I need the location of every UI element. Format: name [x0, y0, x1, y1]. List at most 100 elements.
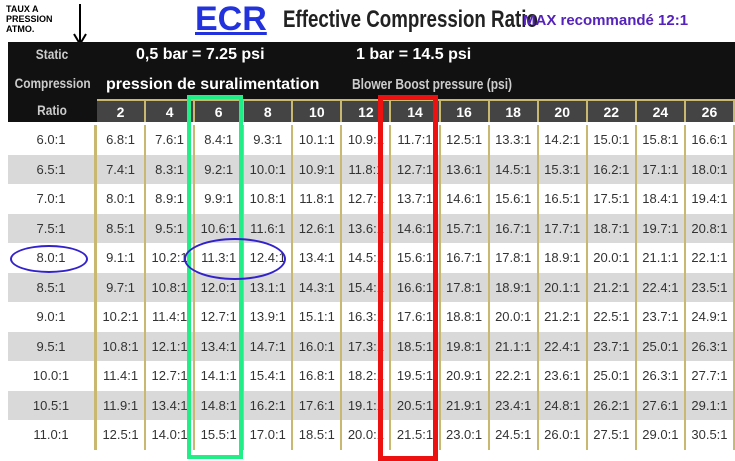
ecr-cell: 8.9:1 — [146, 184, 196, 214]
ecr-cell: 21.1:1 — [489, 331, 539, 361]
ecr-cell: 26.3:1 — [685, 331, 735, 361]
ecr-cell: 20.1:1 — [538, 272, 588, 302]
ecr-cell: 26.0:1 — [539, 420, 588, 450]
ecr-cell: 14.3:1 — [293, 272, 343, 302]
column-header: 2 — [97, 99, 147, 122]
ecr-cell: 16.7:1 — [489, 213, 539, 243]
ecr-cell: 24.9:1 — [686, 302, 735, 332]
ecr-cell: 9.3:1 — [244, 125, 294, 155]
ecr-cell: 21.9:1 — [440, 390, 490, 420]
ecr-cell: 13.4:1 — [293, 243, 343, 273]
ecr-cell: 17.5:1 — [588, 184, 637, 214]
ecr-cell: 22.2:1 — [490, 361, 539, 391]
ecr-cell: 17.6:1 — [293, 390, 343, 420]
ecr-cell: 23.0:1 — [441, 420, 490, 450]
ecr-cell: 17.6:1 — [391, 302, 441, 332]
ecr-cell: 19.7:1 — [636, 213, 686, 243]
ecr-cell: 15.5:1 — [195, 420, 245, 450]
atmo-note: TAUX A PRESSION ATMO. — [6, 4, 53, 34]
corner-label: Ratio — [37, 102, 67, 118]
ecr-cell: 14.7:1 — [244, 331, 294, 361]
ecr-cell: 9.9:1 — [195, 184, 245, 214]
ecr-cell: 24.8:1 — [538, 390, 588, 420]
ecr-cell: 23.7:1 — [587, 331, 637, 361]
ecr-cell: 14.5:1 — [489, 154, 539, 184]
static-ratio: 9.5:1 — [8, 331, 97, 361]
corner-label: Compression — [14, 75, 91, 91]
ecr-cell: 14.6:1 — [391, 213, 441, 243]
ecr-cell: 16.6:1 — [686, 125, 735, 155]
ecr-cell: 30.5:1 — [686, 420, 735, 450]
blue-circle — [10, 245, 88, 273]
ecr-cell: 16.3:1 — [342, 302, 392, 332]
static-ratio: 10.5:1 — [8, 390, 97, 420]
red-highlight — [378, 95, 438, 461]
ecr-cell: 15.3:1 — [538, 154, 588, 184]
ecr-cell: 13.3:1 — [490, 125, 539, 155]
ecr-cell: 22.4:1 — [636, 272, 686, 302]
column-header: 26 — [685, 99, 735, 122]
ecr-cell: 27.7:1 — [686, 361, 735, 391]
ecr-cell: 21.2:1 — [587, 272, 637, 302]
ecr-cell: 20.9:1 — [441, 361, 490, 391]
static-ratio: 7.0:1 — [8, 184, 97, 214]
column-header: 22 — [587, 99, 637, 122]
atmo-line: TAUX A — [6, 4, 39, 14]
ecr-cell: 15.1:1 — [293, 302, 343, 332]
ecr-cell: 8.0:1 — [97, 184, 147, 214]
ecr-cell: 11.9:1 — [97, 390, 147, 420]
corner-label: Static — [35, 46, 69, 62]
blue-circle — [184, 238, 286, 280]
ecr-cell: 17.7:1 — [538, 213, 588, 243]
ecr-cell: 10.8:1 — [146, 272, 196, 302]
ecr-cell: 13.6:1 — [440, 154, 490, 184]
ecr-cell: 21.2:1 — [539, 302, 588, 332]
ecr-cell: 22.4:1 — [538, 331, 588, 361]
ecr-cell: 16.2:1 — [244, 390, 294, 420]
static-ratio: 6.5:1 — [8, 154, 97, 184]
static-ratio: 9.0:1 — [8, 302, 97, 332]
ecr-cell: 27.5:1 — [588, 420, 637, 450]
ecr-cell: 15.8:1 — [637, 125, 686, 155]
max-note: MAX recommandé 12:1 — [523, 12, 689, 29]
ecr-cell: 20.8:1 — [685, 213, 735, 243]
ecr-cell: 23.5:1 — [685, 272, 735, 302]
atmo-line: ATMO. — [6, 24, 35, 34]
ecr-cell: 13.7:1 — [391, 184, 441, 214]
ecr-cell: 12.7:1 — [342, 184, 392, 214]
ecr-cell: 18.4:1 — [637, 184, 686, 214]
static-ratio: 7.5:1 — [8, 213, 97, 243]
column-header: 8 — [244, 99, 294, 122]
column-header: 20 — [538, 99, 588, 122]
ecr-cell: 10.1:1 — [293, 125, 343, 155]
ecr-cell: 9.1:1 — [97, 243, 147, 273]
ecr-cell: 6.8:1 — [97, 125, 147, 155]
ecr-cell: 17.0:1 — [244, 420, 294, 450]
column-header: 16 — [440, 99, 490, 122]
ecr-cell: 10.2:1 — [97, 302, 147, 332]
atmo-line: PRESSION — [6, 14, 53, 24]
ecr-cell: 13.6:1 — [342, 213, 392, 243]
ecr-cell: 20.0:1 — [490, 302, 539, 332]
ecr-cell: 9.2:1 — [195, 154, 245, 184]
ecr-cell: 25.0:1 — [588, 361, 637, 391]
ecr-cell: 11.7:1 — [391, 125, 441, 155]
ecr-cell: 12.1:1 — [146, 331, 196, 361]
ecr-cell: 16.6:1 — [391, 272, 441, 302]
ecr-cell: 23.7:1 — [637, 302, 686, 332]
ecr-cell: 18.9:1 — [539, 243, 588, 273]
ecr-cell: 20.0:1 — [588, 243, 637, 273]
ecr-cell: 21.5:1 — [391, 420, 441, 450]
ecr-cell: 16.5:1 — [539, 184, 588, 214]
ecr-cell: 15.4:1 — [244, 361, 294, 391]
ecr-cell: 12.7:1 — [391, 154, 441, 184]
static-ratio: 10.0:1 — [8, 361, 97, 391]
acronym: ECR — [195, 0, 267, 38]
ecr-cell: 10.0:1 — [244, 154, 294, 184]
ecr-cell: 19.8:1 — [440, 331, 490, 361]
ecr-cell: 8.3:1 — [146, 154, 196, 184]
ecr-cell: 18.9:1 — [489, 272, 539, 302]
ecr-cell: 12.5:1 — [97, 420, 147, 450]
column-header: 6 — [195, 99, 245, 122]
